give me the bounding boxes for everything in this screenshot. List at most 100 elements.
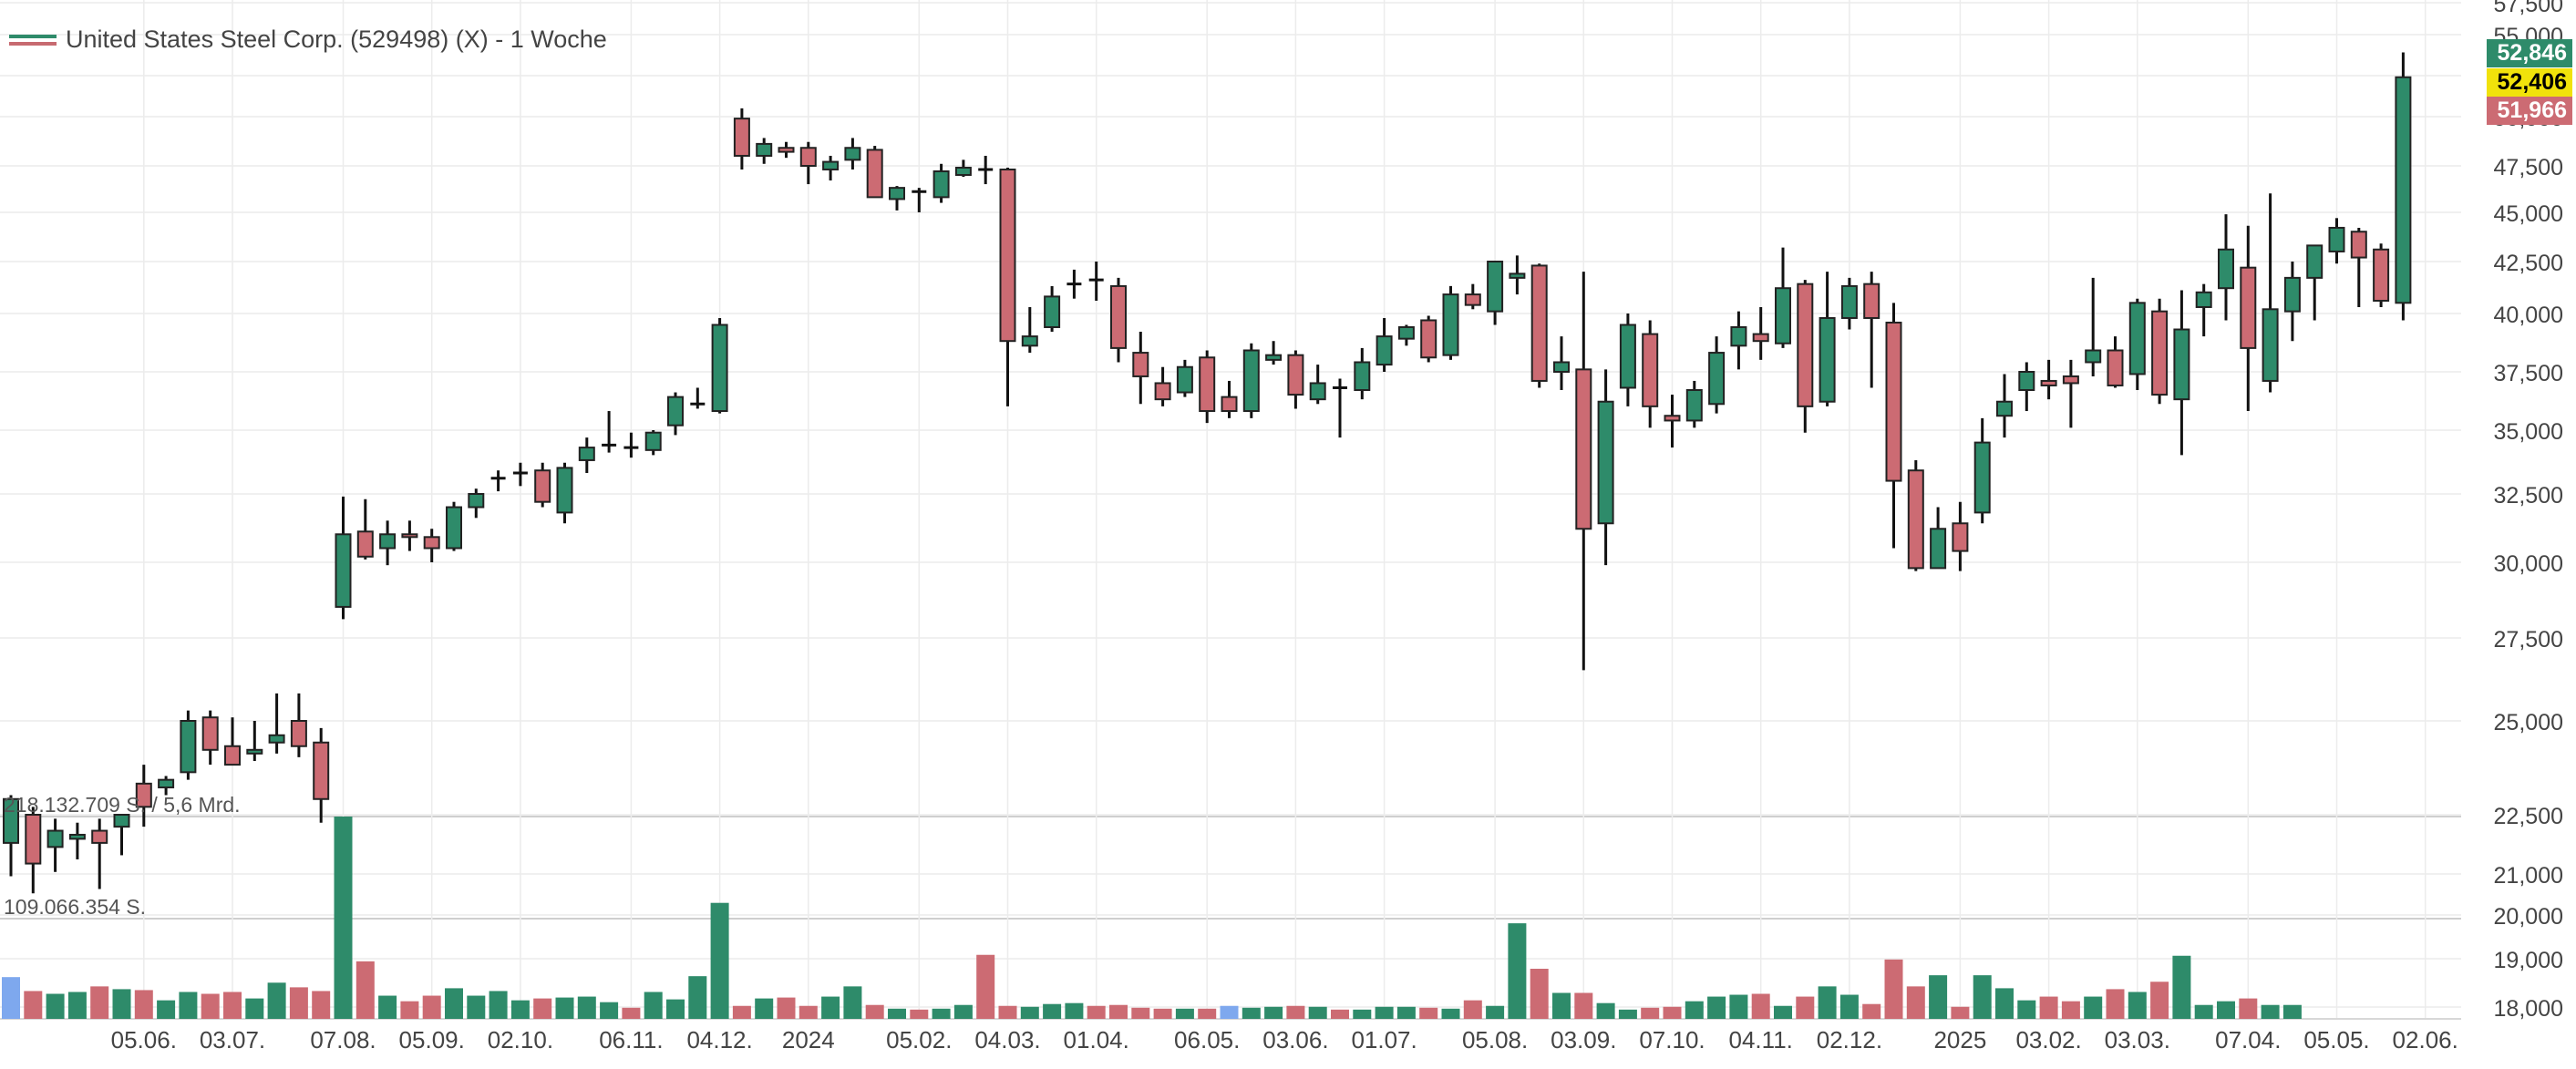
candle[interactable] bbox=[2262, 193, 2279, 393]
candle[interactable] bbox=[534, 462, 551, 508]
candle[interactable] bbox=[135, 765, 152, 827]
candle[interactable] bbox=[778, 141, 795, 159]
candle[interactable] bbox=[1242, 343, 1260, 418]
candle[interactable] bbox=[2240, 225, 2257, 412]
candle[interactable] bbox=[866, 146, 883, 199]
candle[interactable] bbox=[1044, 285, 1061, 333]
candle[interactable] bbox=[158, 776, 175, 796]
candle[interactable] bbox=[246, 721, 263, 761]
candle[interactable] bbox=[1708, 336, 1726, 414]
candle[interactable] bbox=[799, 141, 817, 185]
candle[interactable] bbox=[822, 155, 840, 181]
candle[interactable] bbox=[25, 807, 42, 894]
candle[interactable] bbox=[313, 727, 330, 823]
candle[interactable] bbox=[1885, 303, 1902, 549]
candle[interactable] bbox=[1021, 306, 1038, 354]
candle[interactable] bbox=[91, 818, 108, 889]
candle[interactable] bbox=[1265, 341, 1283, 365]
candle[interactable] bbox=[1509, 255, 1526, 295]
candle[interactable] bbox=[602, 411, 617, 453]
candle[interactable] bbox=[1221, 380, 1238, 418]
candle[interactable] bbox=[912, 188, 927, 212]
candle[interactable] bbox=[1487, 261, 1504, 325]
candle[interactable] bbox=[578, 437, 595, 474]
candle[interactable] bbox=[2128, 298, 2146, 391]
candle[interactable] bbox=[1973, 417, 1991, 524]
candle[interactable] bbox=[1553, 336, 1570, 391]
candle[interactable] bbox=[999, 167, 1016, 406]
chart-legend[interactable]: United States Steel Corp. (529498) (X) -… bbox=[9, 26, 607, 54]
candle[interactable] bbox=[2373, 243, 2390, 307]
candle[interactable] bbox=[379, 520, 397, 566]
candle[interactable] bbox=[978, 155, 994, 185]
candle[interactable] bbox=[933, 163, 950, 203]
candle[interactable] bbox=[401, 520, 418, 551]
candle[interactable] bbox=[733, 108, 750, 170]
candle[interactable] bbox=[512, 462, 528, 487]
candle[interactable] bbox=[1376, 317, 1393, 372]
candle[interactable] bbox=[423, 529, 440, 562]
candle[interactable] bbox=[1575, 272, 1592, 671]
candle[interactable] bbox=[1420, 315, 1437, 363]
candle[interactable] bbox=[2173, 290, 2190, 456]
candle[interactable] bbox=[690, 387, 706, 409]
candle[interactable] bbox=[954, 159, 972, 177]
candle[interactable] bbox=[1176, 359, 1193, 397]
candle[interactable] bbox=[268, 693, 285, 754]
candle[interactable] bbox=[667, 392, 684, 436]
candle[interactable] bbox=[2350, 227, 2367, 307]
candle[interactable] bbox=[224, 717, 241, 766]
candle[interactable] bbox=[1840, 277, 1858, 330]
candle[interactable] bbox=[2328, 218, 2345, 264]
candle[interactable] bbox=[2218, 214, 2234, 321]
candle[interactable] bbox=[556, 462, 573, 524]
candle[interactable] bbox=[2306, 244, 2324, 321]
candle[interactable] bbox=[1930, 507, 1947, 570]
candle[interactable] bbox=[1154, 366, 1171, 406]
candle[interactable] bbox=[2283, 262, 2301, 342]
candle[interactable] bbox=[1819, 272, 1836, 406]
candle[interactable] bbox=[2085, 277, 2102, 376]
candle[interactable] bbox=[756, 138, 773, 164]
candle[interactable] bbox=[3, 795, 19, 877]
candle[interactable] bbox=[1333, 378, 1347, 438]
candle[interactable] bbox=[335, 496, 352, 620]
candle[interactable] bbox=[1952, 501, 1969, 571]
candle[interactable] bbox=[2062, 359, 2079, 428]
candle[interactable] bbox=[1996, 374, 2013, 438]
candle[interactable] bbox=[356, 499, 374, 560]
candle[interactable] bbox=[180, 710, 197, 780]
candle[interactable] bbox=[889, 186, 905, 211]
candle[interactable] bbox=[1863, 272, 1880, 388]
candle[interactable] bbox=[623, 432, 639, 458]
candle[interactable] bbox=[1597, 369, 1614, 566]
candle[interactable] bbox=[1619, 314, 1636, 406]
candle[interactable] bbox=[113, 814, 130, 856]
candle[interactable] bbox=[2395, 52, 2412, 321]
candle[interactable] bbox=[1088, 262, 1104, 302]
candle[interactable] bbox=[1309, 365, 1326, 405]
candle[interactable] bbox=[644, 430, 662, 456]
candle[interactable] bbox=[468, 488, 485, 519]
candle[interactable] bbox=[290, 693, 307, 757]
candle[interactable] bbox=[1287, 350, 1304, 409]
candle[interactable] bbox=[46, 818, 64, 872]
candle[interactable] bbox=[1464, 283, 1481, 310]
candle[interactable] bbox=[446, 501, 462, 551]
candle[interactable] bbox=[1066, 269, 1082, 299]
candle[interactable] bbox=[1442, 285, 1459, 360]
candle[interactable] bbox=[1685, 380, 1703, 428]
candle[interactable] bbox=[1907, 459, 1924, 571]
candle[interactable] bbox=[1199, 350, 1216, 424]
candle[interactable] bbox=[1730, 311, 1747, 370]
candle[interactable] bbox=[2195, 283, 2212, 337]
candle[interactable] bbox=[2018, 362, 2035, 412]
candle[interactable] bbox=[1664, 395, 1681, 448]
candle[interactable] bbox=[2040, 359, 2057, 400]
candle[interactable] bbox=[490, 470, 506, 492]
candle[interactable] bbox=[68, 822, 86, 860]
candle[interactable] bbox=[1530, 263, 1548, 388]
candle[interactable] bbox=[844, 138, 861, 170]
